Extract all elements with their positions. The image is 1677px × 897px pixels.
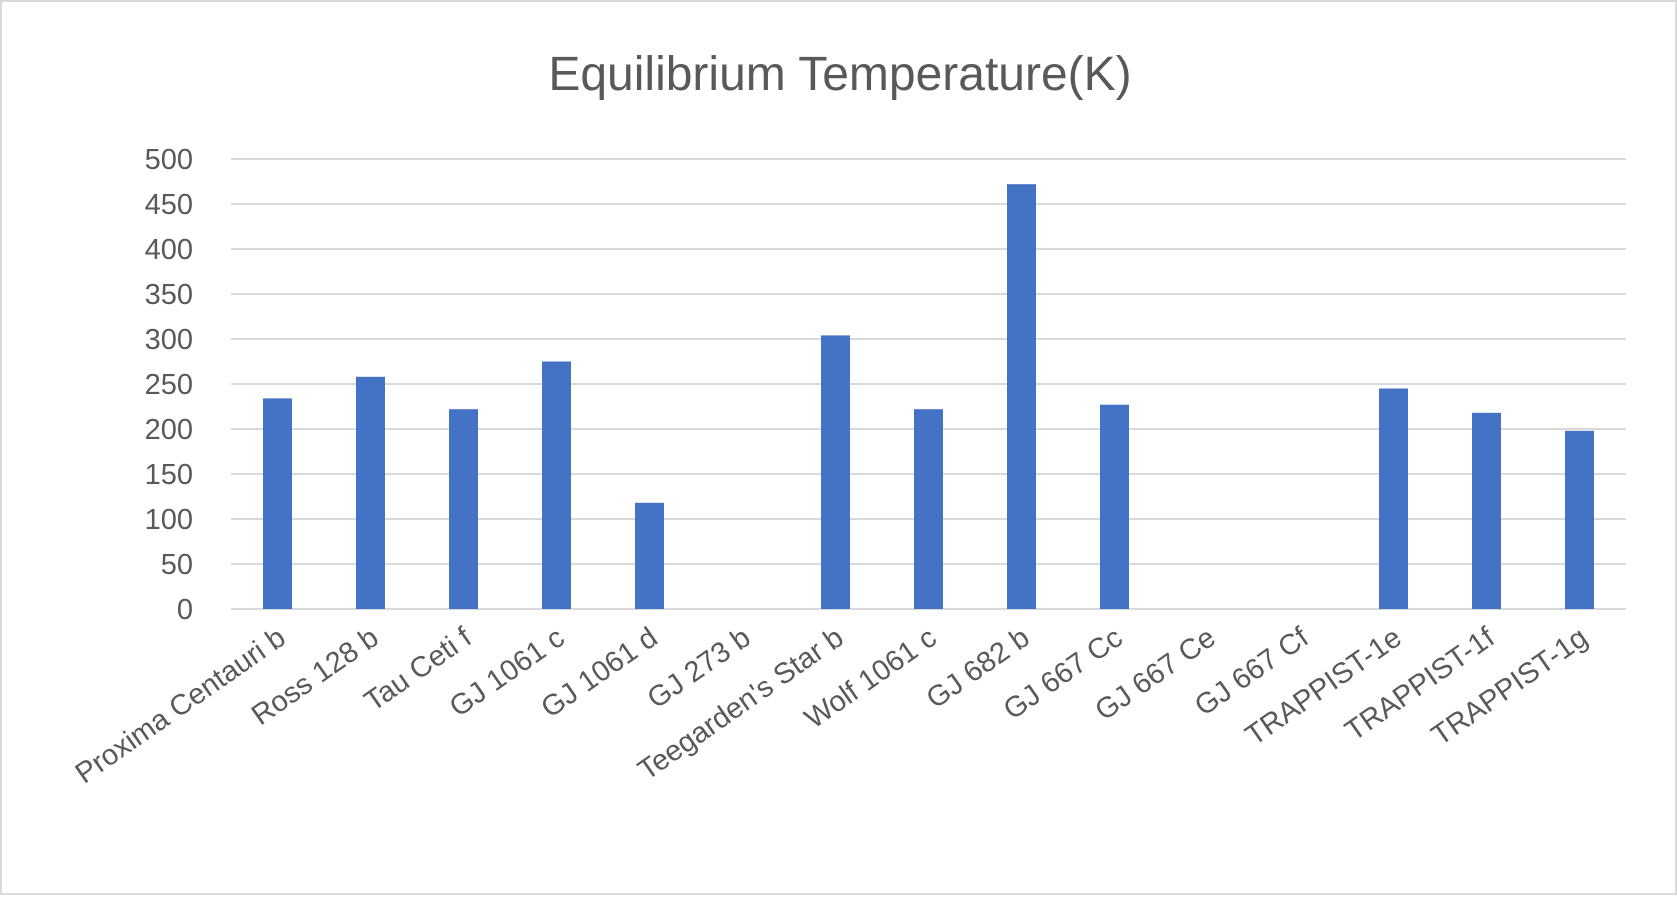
y-tick-label: 50 (161, 549, 193, 581)
bar (635, 502, 664, 609)
y-tick-label: 100 (145, 504, 193, 536)
bar (356, 376, 385, 609)
bar (449, 409, 478, 609)
bar (1100, 404, 1129, 609)
y-tick-label: 450 (145, 189, 193, 221)
bar (914, 409, 943, 609)
bar (1379, 388, 1408, 609)
x-category-label: TRAPPIST-1g (1426, 622, 1594, 753)
y-tick-label: 250 (145, 369, 193, 401)
y-tick-label: 300 (145, 324, 193, 356)
bar (1565, 430, 1594, 609)
y-tick-label: 500 (145, 144, 193, 176)
chart-title: Equilibrium Temperature(K) (548, 48, 1131, 101)
y-tick-label: 350 (145, 279, 193, 311)
y-tick-label: 0 (177, 594, 193, 626)
x-category-label: TRAPPIST-1e (1240, 622, 1408, 753)
bar (263, 398, 292, 609)
y-tick-label: 200 (145, 414, 193, 446)
bar (1472, 412, 1501, 609)
y-axis-ticks: 0 50 100 150 200 250 300 350 400 450 500 (145, 144, 193, 626)
bar (821, 335, 850, 609)
y-tick-label: 400 (145, 234, 193, 266)
y-tick-label: 150 (145, 459, 193, 491)
bars (263, 184, 1594, 609)
bar (542, 361, 571, 609)
bar (1007, 184, 1036, 609)
